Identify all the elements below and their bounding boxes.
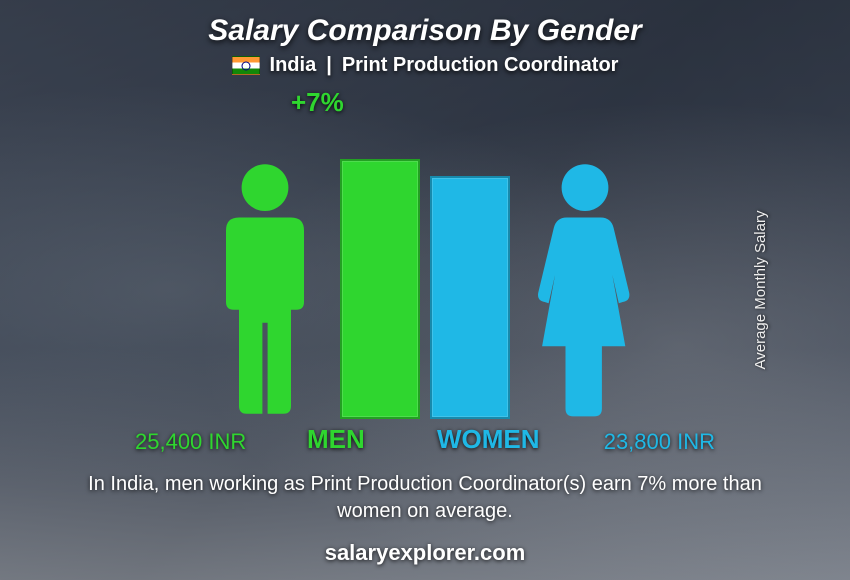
- yaxis-label: Average Monthly Salary: [752, 211, 769, 370]
- women-bar-col: [425, 89, 515, 419]
- men-icon-col: [195, 89, 335, 419]
- male-icon: [200, 159, 330, 419]
- footer-link[interactable]: salaryexplorer.com: [0, 540, 850, 566]
- separator: |: [326, 54, 332, 77]
- summary-text: In India, men working as Print Productio…: [0, 471, 850, 525]
- page-title: Salary Comparison By Gender: [0, 0, 850, 48]
- women-salary: 23,800 INR: [604, 429, 715, 455]
- men-label: MEN: [307, 424, 365, 455]
- subtitle-row: India | Print Production Coordinator: [0, 54, 850, 77]
- job-label: Print Production Coordinator: [342, 54, 619, 77]
- women-icon-col: [515, 89, 655, 419]
- female-icon: [520, 159, 650, 419]
- diff-label: +7%: [291, 87, 344, 118]
- men-bar-col: [335, 89, 425, 419]
- men-salary: 25,400 INR: [135, 429, 246, 455]
- country-label: India: [270, 54, 317, 77]
- india-flag-icon: [232, 56, 260, 75]
- women-bar: [430, 176, 510, 419]
- women-label: WOMEN: [437, 424, 540, 455]
- chart-area: +7% 25,400 INR 23,800 INR MEN WOMEN: [145, 89, 705, 419]
- men-bar: [340, 159, 420, 419]
